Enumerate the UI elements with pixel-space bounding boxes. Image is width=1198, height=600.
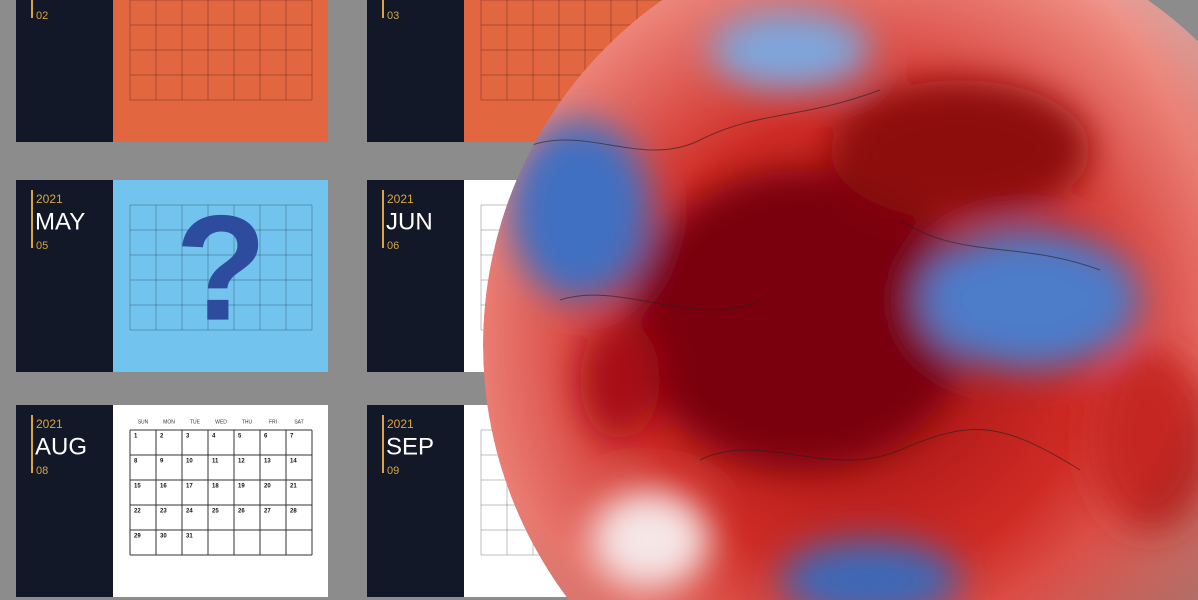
day-number: 18 [212, 484, 219, 490]
day-number: 21 [290, 484, 297, 490]
weekday: WED [215, 419, 227, 425]
day-number: 9 [160, 459, 164, 465]
day-number: 29 [134, 534, 141, 540]
day-number: 12 [238, 459, 245, 465]
day-number: 27 [264, 509, 271, 515]
calendar-face [113, 0, 328, 142]
day-number: 15 [134, 484, 141, 490]
day-number: 13 [264, 459, 271, 465]
day-number: 10 [186, 459, 193, 465]
day-number: 30 [160, 534, 167, 540]
year: 2021 [36, 192, 63, 206]
calendar-face [113, 180, 328, 372]
day-number: 7 [290, 434, 294, 440]
day-number: 16 [160, 484, 167, 490]
day-number: 3 [186, 434, 190, 440]
day-number: 1 [134, 434, 138, 440]
day-number: 23 [160, 509, 167, 515]
weekday: TUE [190, 419, 201, 425]
day-number: 31 [186, 534, 193, 540]
year: 2021 [387, 192, 414, 206]
month-number: 08 [36, 465, 48, 477]
month-number: 09 [387, 465, 399, 477]
month-number: 05 [36, 240, 48, 252]
month: SEP [386, 433, 434, 460]
month: MAY [35, 208, 85, 235]
month-number: 02 [36, 10, 48, 22]
accent-bar [31, 0, 33, 18]
day-number: 2 [160, 434, 164, 440]
day-number: 17 [186, 484, 193, 490]
question-mark: ? [175, 184, 267, 352]
month-number: 06 [387, 240, 399, 252]
day-number: 5 [238, 434, 242, 440]
accent-bar [31, 190, 33, 248]
day-number: 22 [134, 509, 141, 515]
day-number: 24 [186, 509, 193, 515]
day-number: 6 [264, 434, 268, 440]
day-number: 8 [134, 459, 138, 465]
weekday: SAT [294, 419, 303, 425]
calendar-face [113, 405, 328, 597]
accent-bar [382, 190, 384, 248]
day-number: 14 [290, 459, 297, 465]
day-number: 19 [238, 484, 245, 490]
day-number: 20 [264, 484, 271, 490]
globe [483, 0, 1198, 600]
month: FEB [35, 0, 82, 5]
month: JUN [386, 208, 433, 235]
weekday: FRI [269, 419, 277, 425]
day-number: 26 [238, 509, 245, 515]
year: 2021 [387, 417, 414, 431]
day-number: 11 [212, 459, 219, 465]
accent-bar [31, 415, 33, 473]
weekday: THU [242, 419, 253, 425]
label-panel [16, 0, 113, 142]
year: 2021 [36, 417, 63, 431]
month-number: 03 [387, 10, 399, 22]
month: AUG [35, 433, 87, 460]
accent-bar [382, 0, 384, 18]
weekday: MON [163, 419, 175, 425]
day-number: 28 [290, 509, 297, 515]
accent-bar [382, 415, 384, 473]
month: MAR [386, 0, 439, 5]
label-panel [367, 0, 464, 142]
day-number: 4 [212, 434, 216, 440]
day-number: 25 [212, 509, 219, 515]
weekday: SUN [138, 419, 149, 425]
